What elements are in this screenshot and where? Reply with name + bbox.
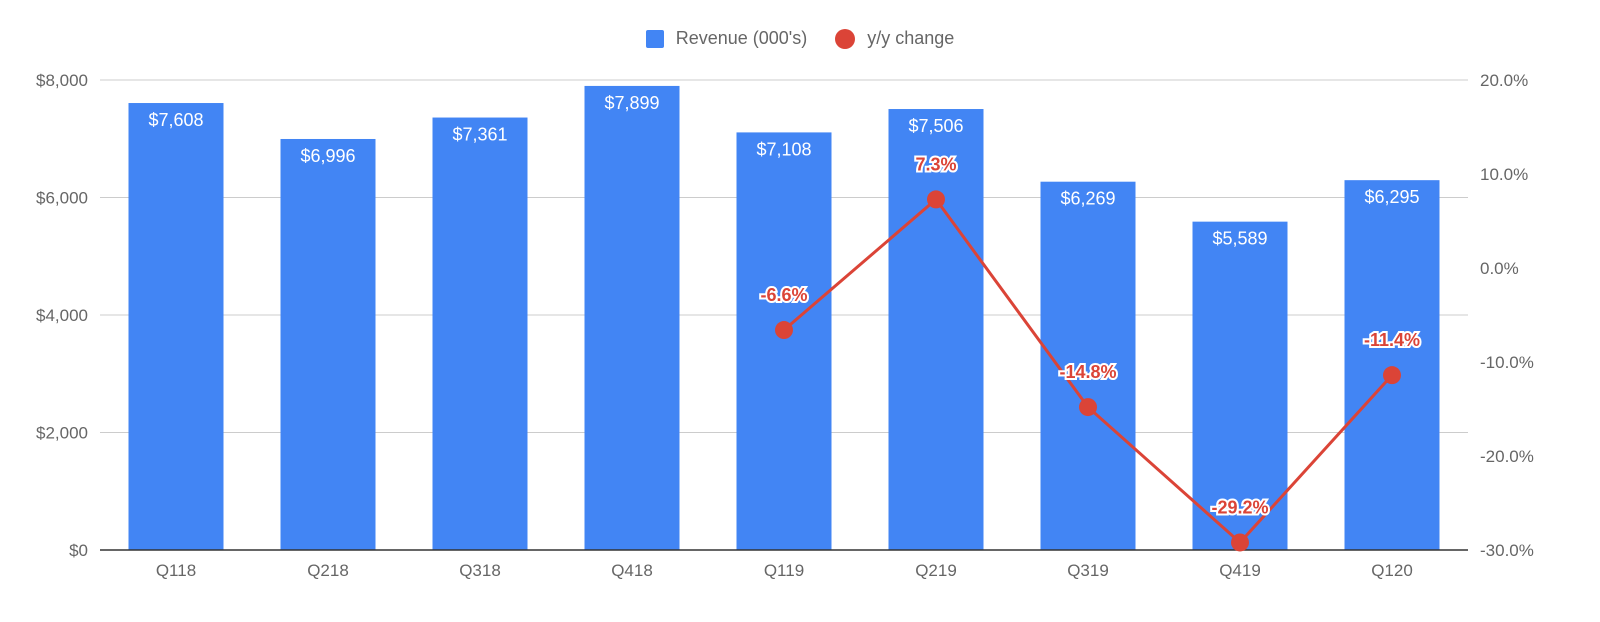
x-tick-label: Q319 (1067, 561, 1109, 580)
y-left-tick-label: $0 (69, 541, 88, 560)
revenue-bar (1344, 180, 1440, 550)
x-tick-label: Q419 (1219, 561, 1261, 580)
x-tick-label: Q318 (459, 561, 501, 580)
y-right-tick-label: 20.0% (1480, 71, 1528, 90)
x-tick-label: Q119 (764, 561, 804, 580)
x-tick-label: Q120 (1371, 561, 1413, 580)
revenue-bar (1192, 221, 1288, 551)
legend-item-yy-change[interactable]: y/y change (835, 28, 954, 49)
y-right-tick-label: -10.0% (1480, 353, 1534, 372)
y-right-tick-label: 0.0% (1480, 259, 1519, 278)
revenue-bar-label: $7,506 (908, 116, 963, 136)
yy-change-label: -6.6% (760, 285, 807, 305)
yy-change-label: -29.2% (1211, 497, 1268, 517)
legend-label-yy-change: y/y change (867, 28, 955, 48)
revenue-bar-label: $7,899 (604, 93, 659, 113)
y-right-tick-label: -20.0% (1480, 447, 1534, 466)
yy-change-label: 7.3% (915, 154, 956, 174)
x-tick-label: Q118 (156, 561, 196, 580)
revenue-bar-label: $6,295 (1364, 187, 1419, 207)
revenue-bar (128, 103, 224, 550)
y-left-tick-label: $6,000 (36, 189, 88, 208)
revenue-bar (584, 85, 680, 550)
revenue-bar-label: $7,108 (756, 139, 811, 159)
revenue-bar-label: $7,361 (452, 125, 507, 145)
legend-label-revenue: Revenue (000's) (675, 28, 808, 48)
revenue-bar-label: $5,589 (1212, 229, 1267, 249)
revenue-bar-label: $6,269 (1060, 189, 1115, 209)
yy-change-label: -11.4% (1364, 330, 1420, 350)
legend-swatch-revenue (645, 29, 664, 48)
yy-change-point (1383, 366, 1401, 385)
revenue-bar-label: $7,608 (148, 110, 203, 130)
revenue-bar (432, 117, 528, 550)
yy-change-point (775, 321, 793, 340)
chart-legend: Revenue (000's) y/y change (0, 28, 1600, 49)
x-tick-label: Q219 (915, 561, 957, 580)
revenue-bar (736, 132, 832, 550)
revenue-bar-label: $6,996 (300, 146, 355, 166)
x-tick-label: Q418 (611, 561, 653, 580)
y-right-tick-label: 10.0% (1480, 165, 1528, 184)
y-left-tick-label: $4,000 (36, 306, 88, 325)
revenue-bar (888, 109, 984, 551)
revenue-bar (280, 138, 376, 551)
yy-change-point (1079, 398, 1097, 417)
yy-change-point (1231, 533, 1249, 552)
yy-change-point (927, 190, 945, 209)
yy-change-label: -14.8% (1059, 362, 1116, 382)
legend-item-revenue[interactable]: Revenue (000's) (645, 28, 808, 49)
y-right-tick-label: -30.0% (1480, 541, 1534, 560)
legend-swatch-yy-change (835, 28, 856, 49)
y-left-tick-label: $2,000 (36, 424, 88, 443)
x-tick-label: Q218 (307, 561, 349, 580)
y-left-tick-label: $8,000 (36, 71, 88, 90)
